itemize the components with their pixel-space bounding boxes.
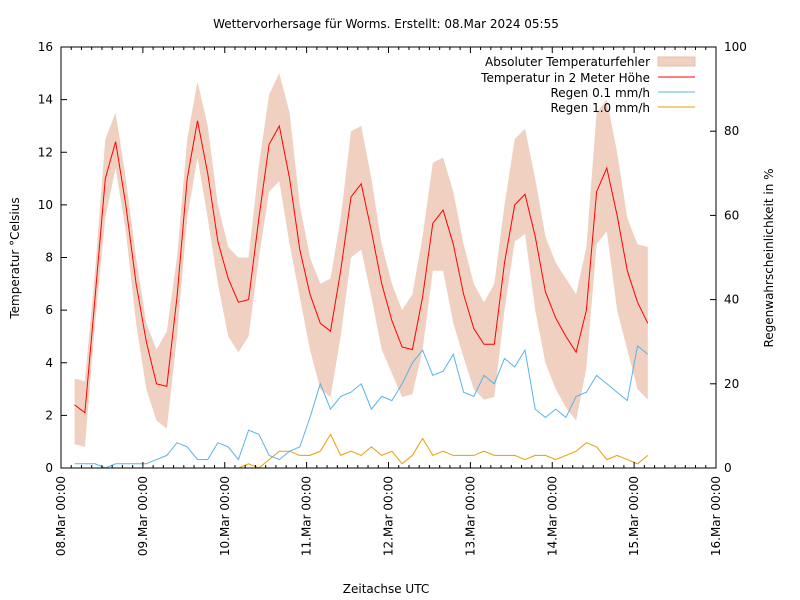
- x-tick-label: 08.Mar 00:00: [54, 476, 68, 556]
- legend-label-rain-10: Regen 1.0 mm/h: [550, 101, 650, 115]
- legend: Absoluter Temperaturfehler Temperatur in…: [480, 55, 696, 115]
- y2-tick-label: 40: [724, 293, 739, 307]
- rain-0.1-line: [74, 344, 649, 469]
- y-tick-label: 8: [45, 251, 53, 265]
- rain-1.0-line: [74, 433, 649, 469]
- x-tick-label: 12.Mar 00:00: [382, 476, 396, 556]
- y-tick-label: 0: [45, 461, 53, 475]
- y-axis-label: Temperatur °Celsius: [8, 197, 22, 319]
- x-tick-label: 11.Mar 00:00: [300, 476, 314, 556]
- y2-tick-label: 0: [724, 461, 732, 475]
- x-tick-label: 16.Mar 00:00: [709, 476, 723, 556]
- y-tick-label: 6: [45, 303, 53, 317]
- x-tick-label: 15.Mar 00:00: [627, 476, 641, 556]
- temperature-line: [74, 120, 649, 414]
- legend-swatch-temperature-error: [657, 56, 696, 67]
- y-tick-label: 14: [38, 93, 53, 107]
- y-tick-label: 10: [38, 198, 53, 212]
- x-tick-label: 14.Mar 00:00: [545, 476, 559, 556]
- y2-tick-label: 100: [724, 40, 747, 54]
- y-tick-label: 4: [45, 356, 53, 370]
- y-tick-label: 12: [38, 145, 53, 159]
- x-tick-label: 10.Mar 00:00: [218, 476, 232, 556]
- temperature-error-band: [74, 73, 648, 447]
- y2-axis-label: Regenwahrscheinlichkeit in %: [762, 168, 776, 347]
- plot-area: [74, 73, 649, 469]
- chart-title: Wettervorhersage für Worms. Erstellt: 08…: [213, 17, 559, 31]
- legend-label-temperature: Temperatur in 2 Meter Höhe: [480, 71, 650, 85]
- x-tick-label: 13.Mar 00:00: [463, 476, 477, 556]
- legend-label-temperature-error: Absoluter Temperaturfehler: [485, 55, 650, 69]
- y2-tick-label: 80: [724, 124, 739, 138]
- y2-tick-label: 60: [724, 208, 739, 222]
- y-tick-label: 2: [45, 408, 53, 422]
- x-tick-label: 09.Mar 00:00: [136, 476, 150, 556]
- y-tick-label: 16: [38, 40, 53, 54]
- axes: 0 2 4 6 8 10 12 14 16 0 20 40 60 80 100 08.Mar 00:00 09.…: [38, 40, 747, 556]
- legend-label-rain-01: Regen 0.1 mm/h: [550, 86, 650, 100]
- y2-tick-label: 20: [724, 377, 739, 391]
- x-axis-label: Zeitachse UTC: [343, 582, 429, 596]
